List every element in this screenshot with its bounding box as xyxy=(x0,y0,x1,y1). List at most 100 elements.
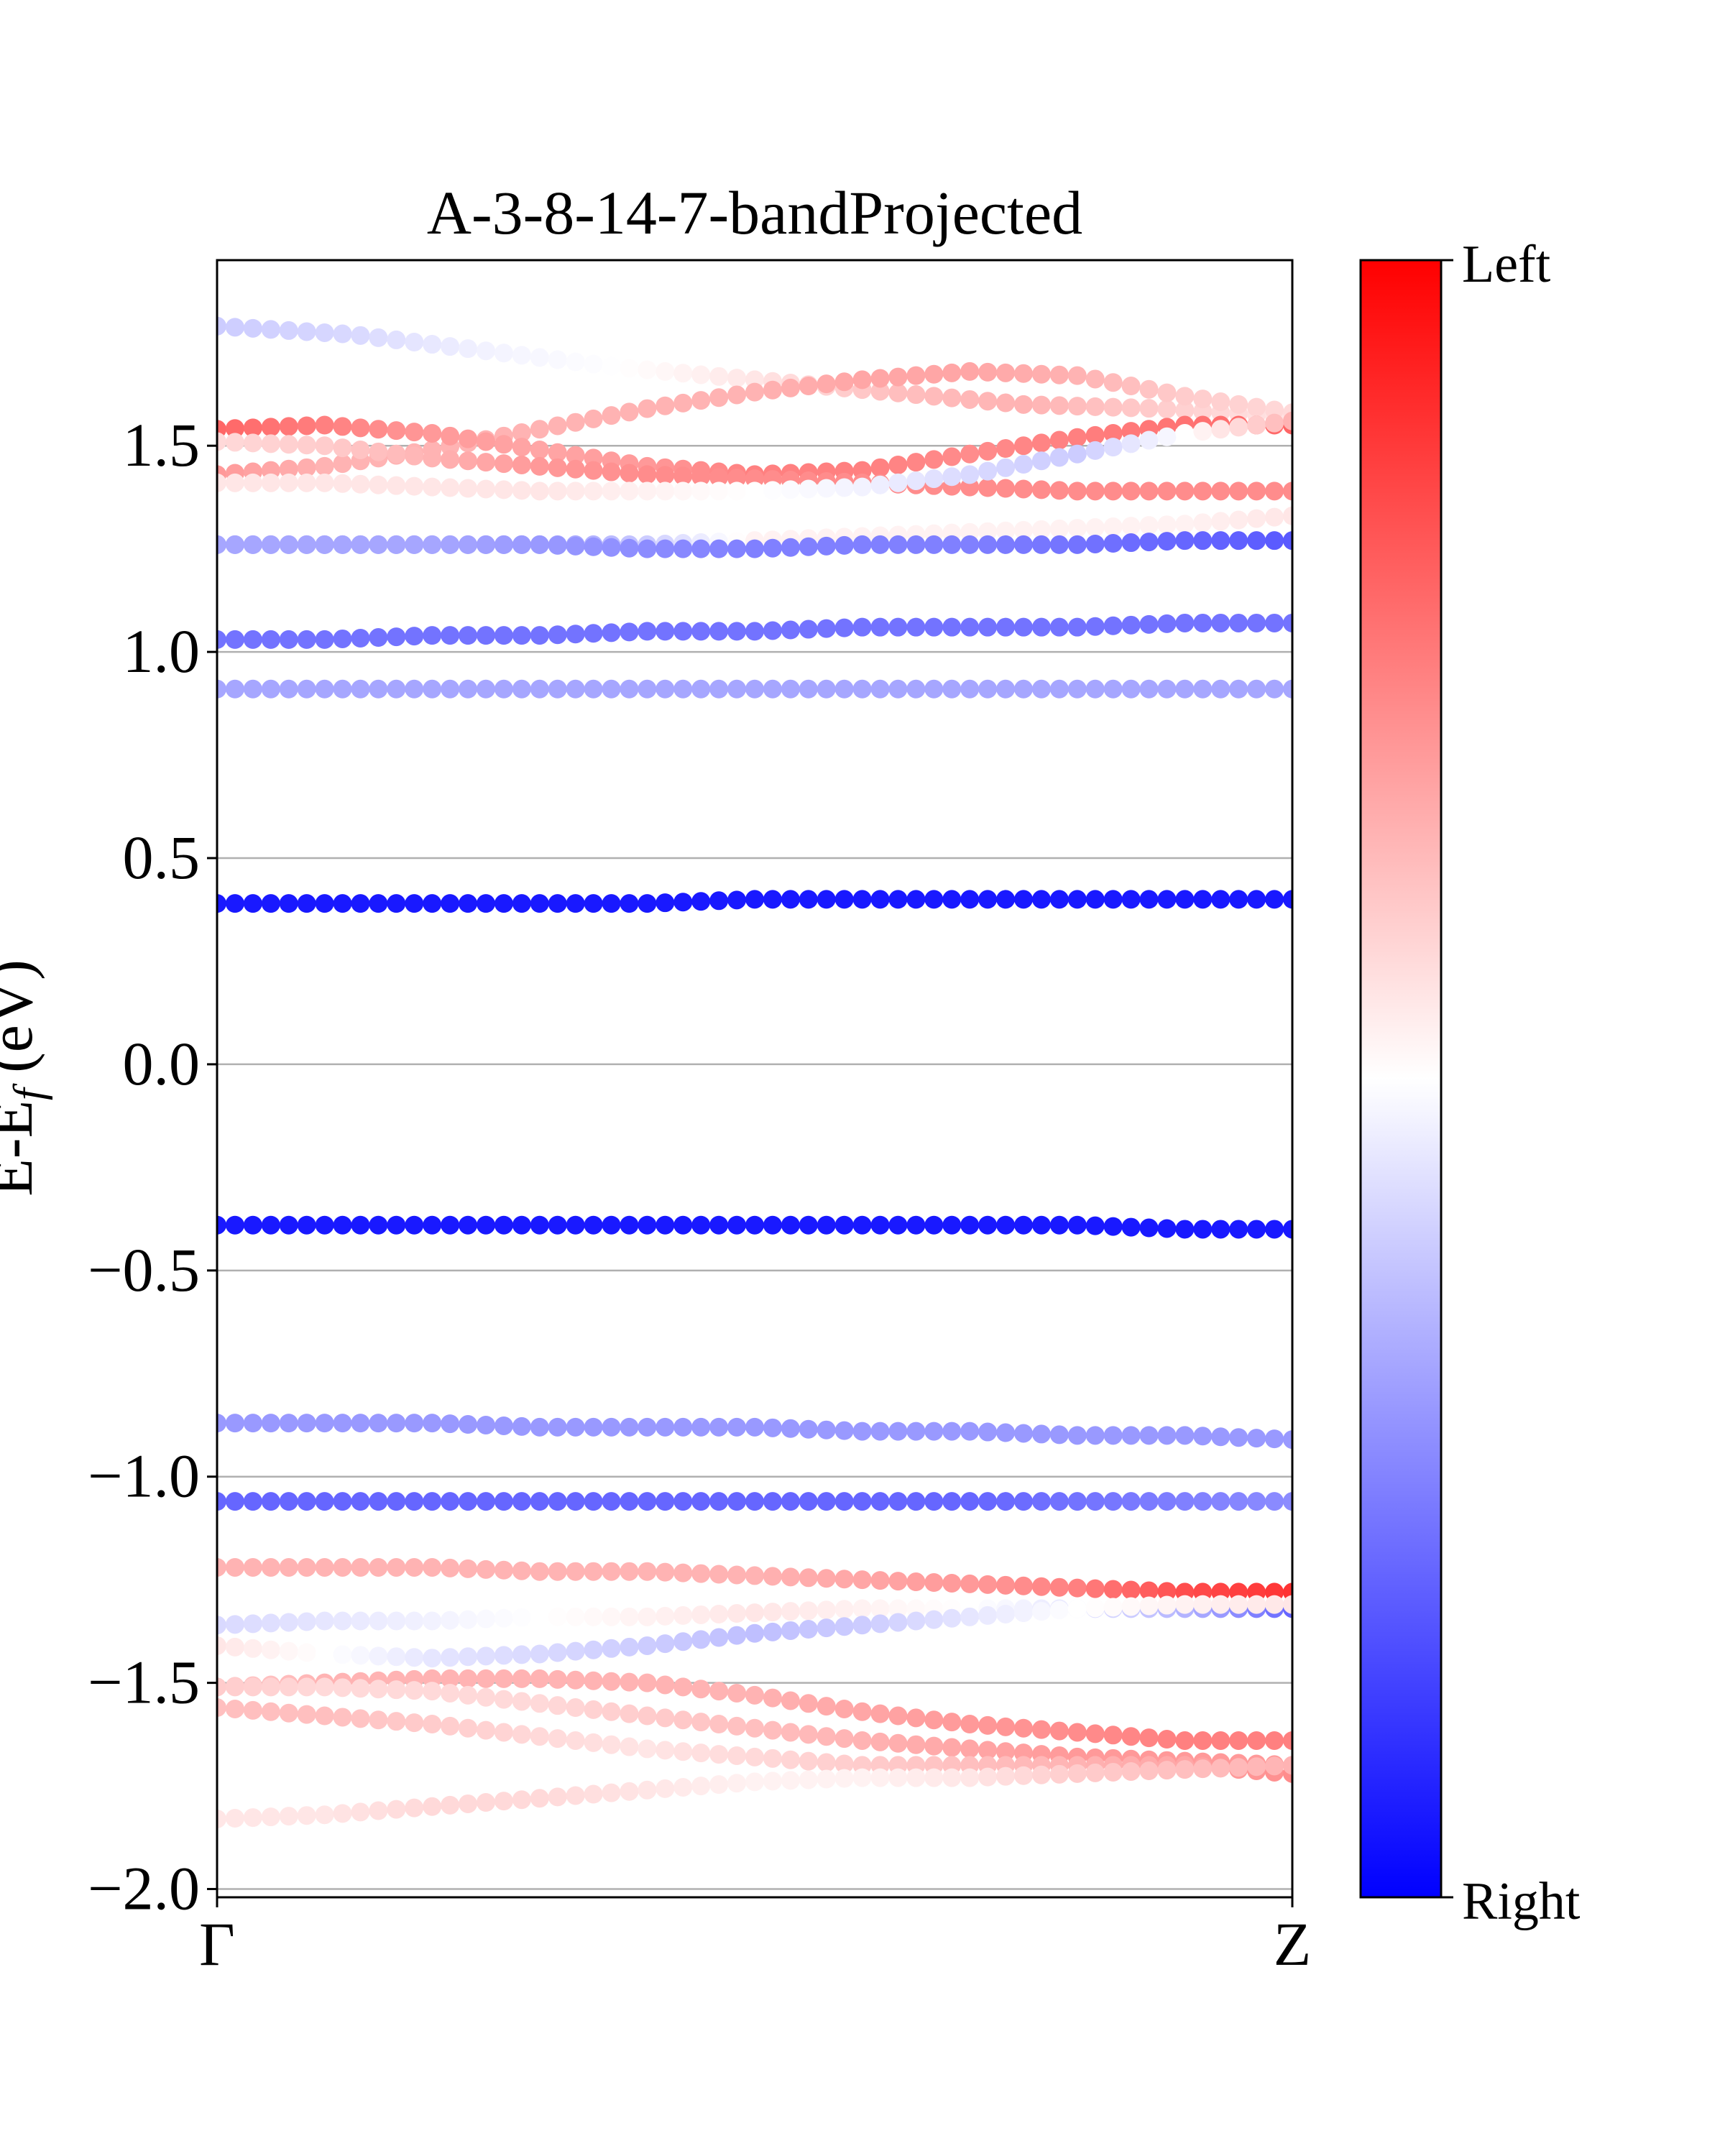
band-point xyxy=(781,1723,800,1742)
band-point xyxy=(602,462,621,482)
band-12 xyxy=(217,1414,1292,1450)
band-point xyxy=(243,418,262,438)
band-point xyxy=(297,535,316,554)
band-point xyxy=(369,420,388,439)
band-point xyxy=(441,478,460,497)
band-point xyxy=(1121,1580,1141,1600)
band-point xyxy=(512,894,531,913)
band-point xyxy=(1067,518,1087,538)
band-point xyxy=(1229,1428,1248,1447)
band-point xyxy=(638,679,657,699)
band-point xyxy=(834,1492,854,1511)
band-point xyxy=(530,420,549,439)
band-point xyxy=(423,1414,442,1433)
band-point xyxy=(423,1649,442,1668)
band-point xyxy=(1121,377,1141,396)
band-point xyxy=(548,1562,567,1581)
band-point xyxy=(225,535,244,554)
y-axis-label: E-Ef (eV) xyxy=(0,959,52,1196)
band-point xyxy=(620,894,639,913)
band-point xyxy=(1157,1219,1177,1238)
band-point xyxy=(942,617,962,637)
band-point xyxy=(1139,614,1159,634)
band-point xyxy=(1085,441,1105,460)
band-point xyxy=(477,1492,495,1511)
band-point xyxy=(351,1611,370,1631)
band-point xyxy=(960,535,980,554)
band-point xyxy=(1067,617,1087,637)
band-point xyxy=(1265,482,1284,501)
band-point xyxy=(924,450,944,469)
band-point xyxy=(333,438,352,458)
band-point xyxy=(530,440,549,459)
band-point xyxy=(387,1647,406,1667)
band-point xyxy=(333,629,352,648)
band-point xyxy=(906,1768,926,1787)
band-point xyxy=(225,1637,244,1657)
band-point xyxy=(512,1669,531,1688)
band-point xyxy=(1139,430,1159,450)
band-point xyxy=(906,1735,926,1754)
band-point xyxy=(888,617,908,637)
band-point xyxy=(1229,1731,1248,1750)
band-point xyxy=(727,1683,747,1703)
band-point xyxy=(261,1702,280,1721)
band-point xyxy=(781,1771,800,1790)
band-point xyxy=(1211,512,1230,531)
band-point xyxy=(217,1492,226,1511)
band-point xyxy=(852,1570,872,1590)
band-point xyxy=(799,537,818,556)
band-point xyxy=(924,890,944,909)
band-point xyxy=(566,482,585,501)
band-point xyxy=(459,1415,478,1434)
band-point xyxy=(727,1774,747,1793)
band-point xyxy=(333,1215,352,1235)
band-point xyxy=(781,1567,800,1587)
band-point xyxy=(978,1715,998,1735)
band-point xyxy=(351,1414,370,1433)
band-point xyxy=(1283,1595,1292,1614)
band-point xyxy=(1247,1731,1266,1750)
band-point xyxy=(924,1422,944,1441)
band-point xyxy=(1175,1220,1195,1239)
band-point xyxy=(217,1414,226,1433)
band-point xyxy=(1193,513,1213,533)
band-point xyxy=(942,535,962,554)
band-point xyxy=(217,1215,226,1235)
band-point xyxy=(369,1646,388,1666)
band-point xyxy=(1283,1492,1292,1511)
band-point xyxy=(1157,515,1177,535)
band-point xyxy=(763,1622,782,1641)
band-point xyxy=(243,1414,262,1433)
band-point xyxy=(852,1731,872,1750)
band-point xyxy=(852,1215,872,1235)
band-point xyxy=(297,416,316,436)
band-point xyxy=(477,341,495,361)
band-point xyxy=(530,1727,549,1746)
band-point xyxy=(620,1215,639,1235)
band-point xyxy=(673,1632,693,1651)
band-point xyxy=(942,467,962,487)
band-point xyxy=(261,1613,280,1633)
band-point xyxy=(225,1414,244,1433)
band-point xyxy=(387,1557,406,1577)
band-point xyxy=(279,321,298,340)
band-point xyxy=(548,1607,567,1626)
band-point xyxy=(297,679,316,699)
band-point xyxy=(1085,1492,1105,1511)
band-point xyxy=(512,1692,531,1711)
band-point xyxy=(512,1608,531,1627)
band-point xyxy=(1085,1763,1105,1782)
band-point xyxy=(691,391,711,410)
band-point xyxy=(1175,423,1195,443)
band-point xyxy=(1193,679,1213,699)
band-point xyxy=(602,1783,621,1802)
band-point xyxy=(1031,890,1051,909)
band-point xyxy=(1193,1427,1213,1446)
band-point xyxy=(441,894,460,913)
band-point xyxy=(852,370,872,390)
band-11 xyxy=(217,1215,1292,1239)
band-point xyxy=(566,625,585,644)
band-point xyxy=(870,475,890,494)
band-point xyxy=(494,480,513,499)
